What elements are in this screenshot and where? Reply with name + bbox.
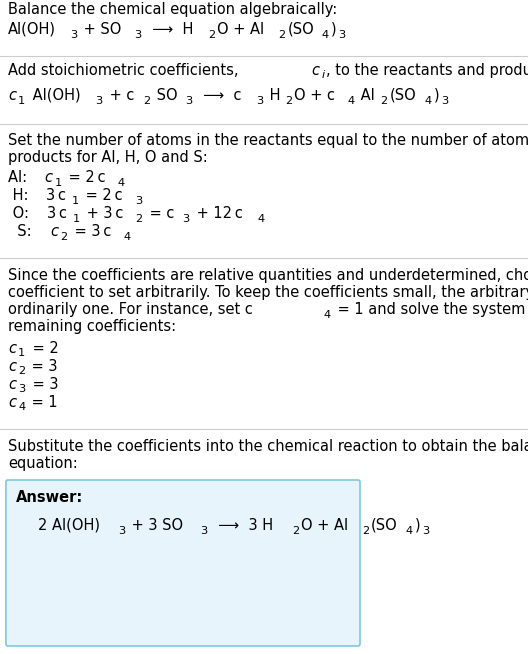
Text: 3 c: 3 c: [47, 206, 67, 221]
Text: 4: 4: [406, 526, 412, 536]
Text: 4: 4: [258, 213, 265, 224]
Text: 2: 2: [136, 213, 143, 224]
Text: 4: 4: [424, 95, 431, 105]
Text: 3: 3: [422, 526, 429, 536]
Text: Add stoichiometric coefficients,: Add stoichiometric coefficients,: [8, 63, 243, 78]
Text: 4: 4: [324, 309, 331, 320]
Text: c: c: [312, 63, 319, 78]
Text: = 3: = 3: [27, 359, 58, 374]
Text: Balance the chemical equation algebraically:: Balance the chemical equation algebraica…: [8, 2, 337, 17]
Text: = 2 c: = 2 c: [64, 170, 106, 185]
Text: c: c: [44, 170, 52, 185]
Text: = 3: = 3: [27, 377, 58, 392]
FancyBboxPatch shape: [6, 480, 360, 646]
Text: c: c: [8, 341, 16, 356]
Text: ordinarily one. For instance, set c: ordinarily one. For instance, set c: [8, 302, 253, 317]
Text: c: c: [50, 224, 58, 239]
Text: 4: 4: [18, 402, 25, 413]
Text: Set the number of atoms in the reactants equal to the number of atoms in the: Set the number of atoms in the reactants…: [8, 133, 528, 148]
Text: 1: 1: [18, 349, 25, 358]
Text: + 12 c: + 12 c: [192, 206, 243, 221]
Text: 3: 3: [338, 29, 346, 39]
Text: c: c: [8, 88, 16, 103]
Text: = c: = c: [145, 206, 174, 221]
Text: Substitute the coefficients into the chemical reaction to obtain the balanced: Substitute the coefficients into the che…: [8, 439, 528, 454]
Text: ): ): [331, 22, 337, 37]
Text: i: i: [322, 71, 325, 80]
Text: 3: 3: [135, 196, 143, 205]
Text: Al:: Al:: [8, 170, 36, 185]
Text: coefficient to set arbitrarily. To keep the coefficients small, the arbitrary va: coefficient to set arbitrarily. To keep …: [8, 285, 528, 300]
Text: 2: 2: [208, 29, 215, 39]
Text: remaining coefficients:: remaining coefficients:: [8, 319, 176, 334]
Text: 3: 3: [96, 95, 103, 105]
Text: c: c: [8, 395, 16, 410]
Text: 3: 3: [18, 385, 25, 394]
Text: H: H: [265, 88, 280, 103]
Text: = 3 c: = 3 c: [70, 224, 111, 239]
Text: ): ): [414, 518, 420, 533]
Text: (SO: (SO: [390, 88, 417, 103]
Text: c: c: [8, 359, 16, 374]
Text: 2: 2: [362, 526, 369, 536]
Text: 3: 3: [185, 95, 192, 105]
Text: S:: S:: [8, 224, 41, 239]
Text: = 2: = 2: [27, 341, 59, 356]
Text: + c: + c: [105, 88, 134, 103]
Text: 3: 3: [200, 526, 207, 536]
Text: 3: 3: [134, 29, 141, 39]
Text: 2: 2: [61, 232, 68, 241]
Text: 3 c: 3 c: [46, 188, 67, 203]
Text: , to the reactants and products:: , to the reactants and products:: [326, 63, 528, 78]
Text: 3: 3: [256, 95, 263, 105]
Text: Al(OH): Al(OH): [27, 88, 80, 103]
Text: 1: 1: [55, 177, 62, 188]
Text: 2: 2: [292, 526, 299, 536]
Text: 2: 2: [285, 95, 292, 105]
Text: c: c: [8, 377, 16, 392]
Text: Al(OH): Al(OH): [8, 22, 56, 37]
Text: equation:: equation:: [8, 456, 78, 471]
Text: 2: 2: [381, 95, 388, 105]
Text: Since the coefficients are relative quantities and underdetermined, choose a: Since the coefficients are relative quan…: [8, 268, 528, 283]
Text: ⟶  c: ⟶ c: [194, 88, 242, 103]
Text: 3: 3: [70, 29, 77, 39]
Text: O:: O:: [8, 206, 38, 221]
Text: 3: 3: [183, 213, 190, 224]
Text: + 3 c: + 3 c: [82, 206, 124, 221]
Text: (SO: (SO: [287, 22, 314, 37]
Text: + 3 SO: + 3 SO: [127, 518, 183, 533]
Text: products for Al, H, O and S:: products for Al, H, O and S:: [8, 150, 208, 165]
Text: 3: 3: [441, 95, 448, 105]
Text: O + Al: O + Al: [301, 518, 348, 533]
Text: H:: H:: [8, 188, 37, 203]
Text: 3: 3: [118, 526, 125, 536]
Text: = 2 c: = 2 c: [81, 188, 123, 203]
Text: = 1 and solve the system of equations for the: = 1 and solve the system of equations fo…: [333, 302, 528, 317]
Text: (SO: (SO: [371, 518, 398, 533]
Text: 4: 4: [123, 232, 130, 241]
Text: 4: 4: [347, 95, 354, 105]
Text: 4: 4: [322, 29, 329, 39]
Text: 2: 2: [278, 29, 285, 39]
Text: 1: 1: [73, 213, 80, 224]
Text: ⟶  3 H: ⟶ 3 H: [209, 518, 273, 533]
Text: ⟶  H: ⟶ H: [143, 22, 194, 37]
Text: 2: 2: [18, 366, 25, 377]
Text: SO: SO: [152, 88, 177, 103]
Text: 2 Al(OH): 2 Al(OH): [38, 518, 100, 533]
Text: + SO: + SO: [79, 22, 121, 37]
Text: Answer:: Answer:: [16, 490, 83, 505]
Text: = 1: = 1: [27, 395, 58, 410]
Text: 4: 4: [118, 177, 125, 188]
Text: O + c: O + c: [294, 88, 335, 103]
Text: 2: 2: [143, 95, 150, 105]
Text: 1: 1: [18, 95, 25, 105]
Text: O + Al: O + Al: [218, 22, 265, 37]
Text: 1: 1: [72, 196, 79, 205]
Text: ): ): [433, 88, 439, 103]
Text: Al: Al: [356, 88, 375, 103]
